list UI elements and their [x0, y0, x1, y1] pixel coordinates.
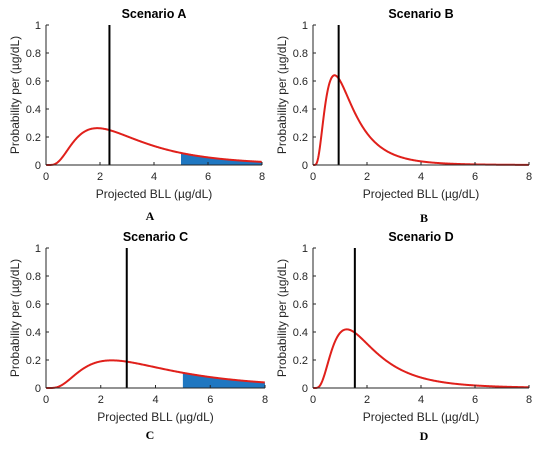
y-tick-label: 1: [302, 243, 308, 255]
x-axis-label: Projected BLL (µg/dL): [96, 187, 213, 201]
x-tick-label: 8: [262, 394, 268, 406]
x-tick-label: 8: [526, 171, 532, 183]
y-tick-label: 0.6: [293, 76, 308, 88]
y-tick-label: 0.4: [26, 327, 41, 339]
x-tick-label: 4: [418, 394, 424, 406]
x-tick-label: 2: [364, 171, 370, 183]
panel-letter: A: [146, 209, 155, 223]
x-tick-label: 8: [259, 171, 265, 183]
x-axis-label: Projected BLL (µg/dL): [97, 410, 214, 424]
x-tick-label: 6: [472, 394, 478, 406]
x-tick-label: 0: [43, 171, 49, 183]
x-axis-label: Projected BLL (µg/dL): [363, 410, 480, 424]
x-tick-label: 2: [364, 394, 370, 406]
x-tick-label: 2: [97, 171, 103, 183]
y-axis-label: Probability per (µg/dL): [8, 36, 22, 154]
x-tick-label: 4: [418, 171, 424, 183]
x-tick-label: 6: [205, 171, 211, 183]
distribution-curve: [313, 328, 529, 389]
y-tick-label: 1: [35, 243, 41, 255]
distribution-curve: [46, 127, 262, 166]
y-tick-label: 0.2: [26, 355, 41, 367]
x-tick-label: 2: [98, 394, 104, 406]
x-tick-label: 4: [152, 394, 158, 406]
y-tick-label: 0: [35, 383, 41, 395]
y-tick-label: 0.2: [293, 355, 308, 367]
x-tick-label: 6: [472, 171, 478, 183]
x-tick-label: 0: [310, 394, 316, 406]
chart-title: Scenario D: [388, 230, 453, 244]
panel-letter: C: [146, 428, 155, 442]
chart-title: Scenario A: [122, 7, 187, 21]
y-tick-label: 0.8: [26, 48, 41, 60]
chart-panel-b: 0 2 4 6 8 0 0.2 0.4 0.6 0.8 1 Scenario B Projected B…: [275, 7, 532, 225]
y-tick-label: 0: [302, 160, 308, 172]
y-tick-label: 0.6: [293, 299, 308, 311]
y-tick-label: 0.2: [293, 132, 308, 144]
y-axis-label: Probability per (µg/dL): [275, 36, 289, 154]
y-tick-label: 0.4: [293, 327, 308, 339]
y-tick-label: 0.4: [26, 104, 41, 116]
y-tick-label: 1: [302, 20, 308, 32]
x-tick-label: 6: [207, 394, 213, 406]
y-axis-label: Probability per (µg/dL): [275, 259, 289, 377]
y-tick-label: 1: [35, 20, 41, 32]
panel-letter: D: [420, 429, 429, 443]
chart-panel-a: 0 2 4 6 8 0 0.2 0.4 0.6 0.8 1 Scenario A Projected B…: [8, 7, 265, 223]
x-tick-label: 8: [526, 394, 532, 406]
chart-title: Scenario B: [388, 7, 453, 21]
y-tick-label: 0: [302, 383, 308, 395]
y-tick-label: 0.8: [26, 271, 41, 283]
panel-letter: B: [420, 211, 428, 225]
y-tick-label: 0: [35, 160, 41, 172]
y-tick-label: 0.8: [293, 48, 308, 60]
x-tick-label: 0: [43, 394, 49, 406]
y-axis-label: Probability per (µg/dL): [8, 259, 22, 377]
y-tick-label: 0.6: [26, 299, 41, 311]
x-tick-label: 4: [151, 171, 157, 183]
y-tick-label: 0.2: [26, 132, 41, 144]
y-tick-label: 0.8: [293, 271, 308, 283]
distribution-curve: [313, 74, 529, 166]
distribution-curve: [46, 359, 265, 389]
y-tick-label: 0.6: [26, 76, 41, 88]
chart-title: Scenario C: [123, 230, 188, 244]
x-axis-label: Projected BLL (µg/dL): [363, 187, 480, 201]
y-tick-label: 0.4: [293, 104, 308, 116]
x-tick-label: 0: [310, 171, 316, 183]
chart-panel-d: 0 2 4 6 8 0 0.2 0.4 0.6 0.8 1 Scenario D Projected B…: [275, 230, 532, 443]
chart-panel-c: 0 2 4 6 8 0 0.2 0.4 0.6 0.8 1 Scenario C Projected B…: [8, 230, 268, 442]
